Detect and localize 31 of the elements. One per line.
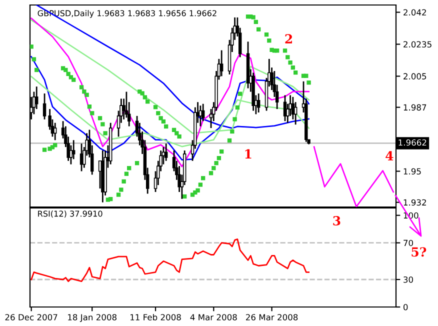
- y-tick-label: 70: [404, 240, 413, 246]
- y-tick-label: 1.932: [404, 199, 426, 206]
- text: 5?: [412, 247, 426, 257]
- candlestick: [220, 50, 224, 77]
- x-tick-label: 18 Jan 2008: [68, 314, 117, 322]
- annotation: 3: [333, 216, 340, 226]
- candlestick: [34, 86, 38, 110]
- candlestick: [53, 122, 57, 141]
- chart-title: RSI(12) 37.9910: [38, 210, 102, 218]
- line-series: [313, 146, 394, 207]
- x-tick-label: 4 Mar 2008: [190, 314, 237, 320]
- candlestick: [164, 142, 168, 162]
- y-tick-label: 2.0235: [404, 41, 432, 48]
- x-tick-label: 26 Mar 2008: [246, 314, 298, 320]
- line-series: [30, 18, 310, 168]
- annotation: 4: [386, 151, 394, 160]
- x-tick-label: 11 Feb 2008: [130, 314, 181, 320]
- candlestick: [294, 101, 298, 126]
- y-tick-label: 2.042: [404, 9, 426, 16]
- line-series: [30, 238, 310, 282]
- ref-line-label: 1.9662: [398, 139, 426, 146]
- candlestick: [42, 92, 46, 120]
- annotation: 2: [285, 34, 292, 44]
- x-tick-label: 26 Dec 2007: [5, 314, 58, 320]
- y-tick-label: 1.95: [404, 168, 421, 175]
- y-tick-label: 30: [404, 276, 413, 283]
- y-tick-label: 1.987: [404, 104, 426, 111]
- annotation: 1: [245, 149, 252, 159]
- candlestick: [256, 92, 260, 114]
- y-tick-label: 0: [403, 304, 408, 310]
- y-tick-label: 2.005: [404, 73, 426, 80]
